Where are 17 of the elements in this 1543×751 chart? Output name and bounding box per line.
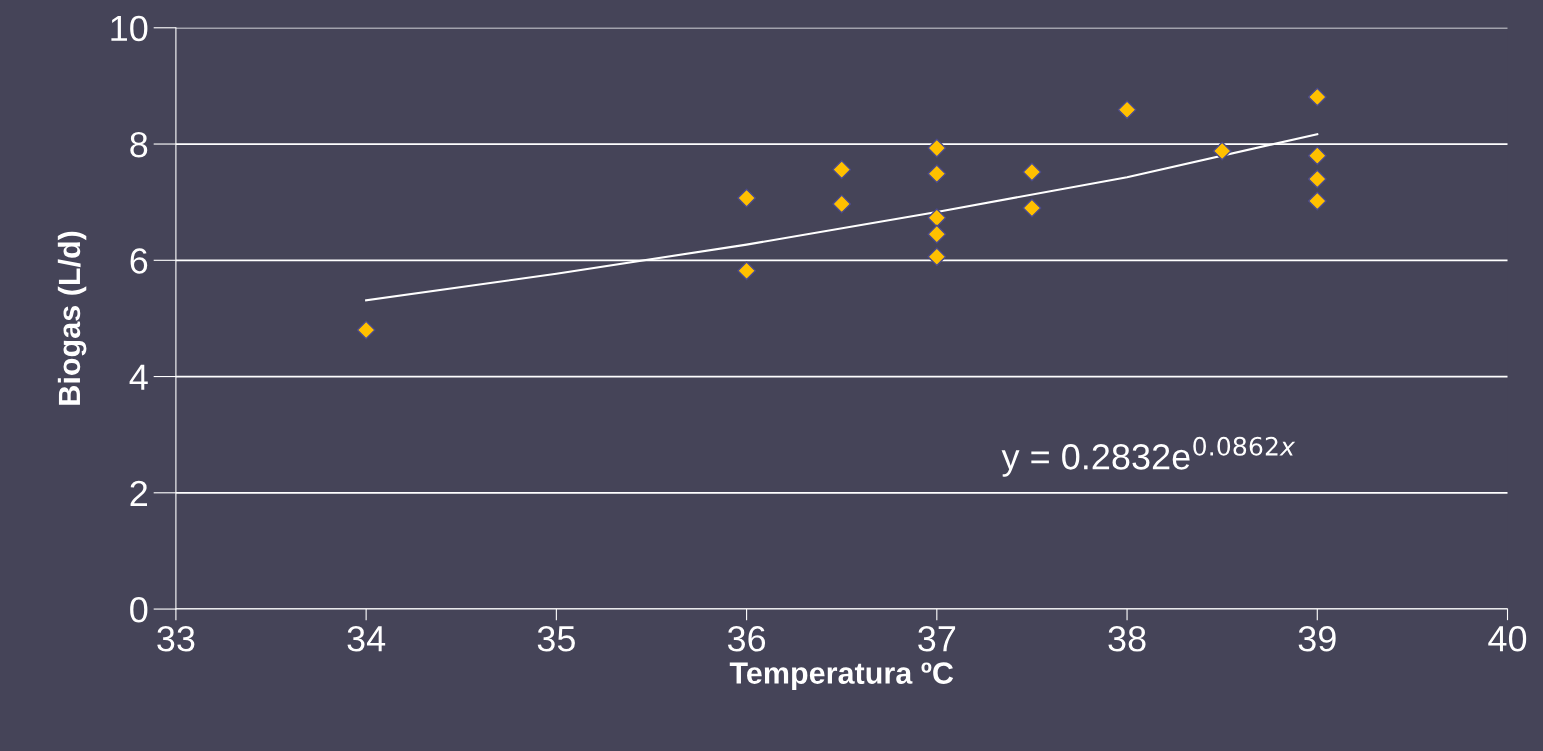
x-axis-title: Temperatura ºC [729,662,954,690]
x-tick-label: 34 [347,625,386,652]
y-tick-label: 10 [111,15,148,42]
y-axis-title: Biogas (L/d) [57,231,87,405]
annotation: y = 0.2832e$^{0.0862x}$ [1001,436,1296,477]
y-tick-label: 6 [130,248,148,274]
y-tick-label: 8 [130,131,148,158]
x-tick-label: 39 [1298,625,1336,652]
x-tick-label: 33 [157,625,195,652]
y-tick-label: 0 [130,596,148,623]
x-tick-label: 37 [918,625,956,652]
x-tick-label: 35 [537,625,575,652]
y-tick-label: 2 [130,480,148,506]
x-tick-label: 38 [1108,625,1146,652]
x-tick-label: 40 [1488,625,1527,652]
x-tick-label: 36 [727,625,766,652]
y-tick-label: 4 [129,364,148,390]
